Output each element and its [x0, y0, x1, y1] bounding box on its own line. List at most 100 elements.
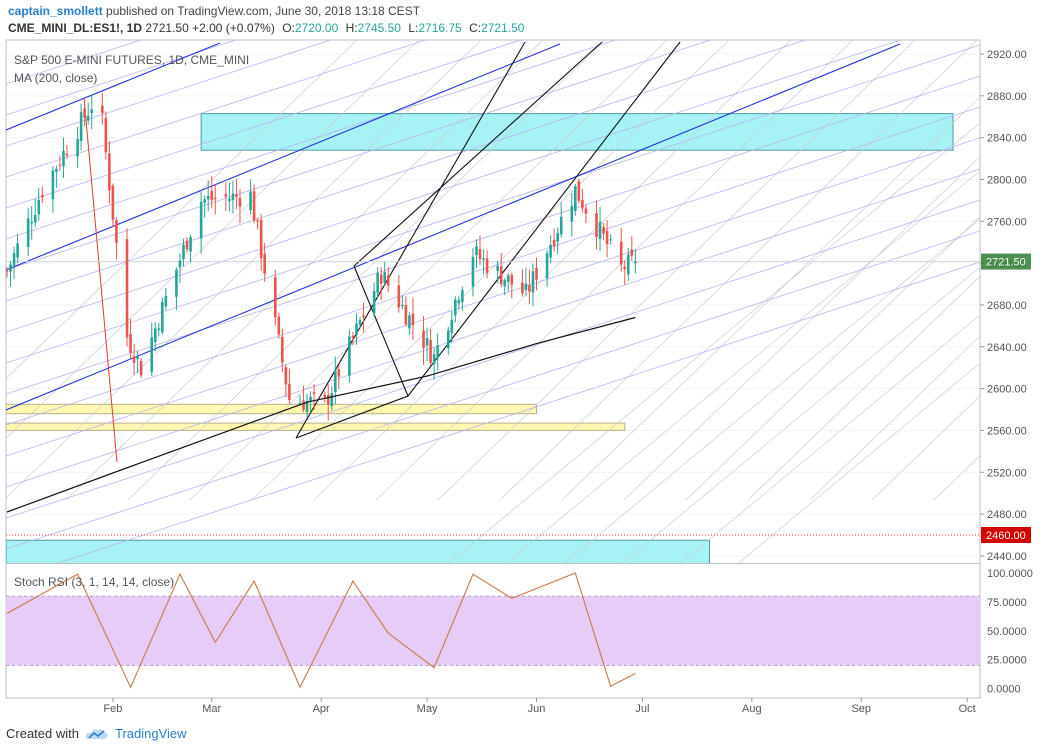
- candle[interactable]: [51, 166, 55, 213]
- candle[interactable]: [175, 267, 178, 311]
- candle[interactable]: [224, 182, 228, 211]
- candle[interactable]: [164, 287, 168, 310]
- candle[interactable]: [199, 191, 203, 254]
- candle[interactable]: [312, 384, 316, 410]
- candle[interactable]: [86, 102, 90, 125]
- candle[interactable]: [386, 266, 390, 293]
- candle[interactable]: [277, 313, 281, 339]
- candle[interactable]: [273, 270, 277, 326]
- candle[interactable]: [602, 222, 605, 241]
- candle[interactable]: [150, 322, 154, 377]
- candle[interactable]: [189, 234, 192, 263]
- candle[interactable]: [559, 202, 563, 238]
- candle[interactable]: [157, 323, 161, 337]
- candle[interactable]: [101, 92, 104, 125]
- candle[interactable]: [136, 350, 139, 374]
- candle[interactable]: [535, 257, 538, 291]
- candle[interactable]: [626, 247, 630, 282]
- candle[interactable]: [104, 111, 108, 160]
- candle[interactable]: [302, 385, 305, 413]
- drop-line[interactable]: [83, 97, 118, 463]
- candle[interactable]: [139, 357, 143, 378]
- candle[interactable]: [83, 99, 86, 127]
- zone-support[interactable]: [6, 403, 537, 415]
- candle[interactable]: [577, 178, 581, 204]
- candle[interactable]: [235, 179, 238, 210]
- candle[interactable]: [90, 94, 94, 130]
- candle[interactable]: [510, 272, 514, 299]
- candle[interactable]: [330, 386, 334, 411]
- candle[interactable]: [62, 137, 65, 178]
- candle[interactable]: [499, 253, 503, 288]
- candle[interactable]: [125, 228, 129, 347]
- candle[interactable]: [337, 365, 341, 390]
- candle[interactable]: [422, 316, 425, 365]
- candle[interactable]: [284, 364, 288, 398]
- candle[interactable]: [605, 220, 609, 258]
- candle[interactable]: [249, 179, 252, 215]
- candle[interactable]: [58, 155, 62, 171]
- candle[interactable]: [281, 329, 284, 372]
- author-link[interactable]: captain_smollett: [8, 4, 103, 18]
- candle[interactable]: [432, 347, 436, 381]
- candle[interactable]: [256, 217, 259, 230]
- ma-line[interactable]: [6, 316, 636, 513]
- candle[interactable]: [595, 200, 598, 250]
- candle[interactable]: [634, 249, 637, 274]
- candle[interactable]: [584, 205, 588, 224]
- candle[interactable]: [471, 248, 475, 297]
- candle[interactable]: [630, 236, 634, 261]
- candle[interactable]: [552, 228, 556, 252]
- symbol-name[interactable]: CME_MINI_DL:ES1!, 1D: [8, 21, 143, 35]
- candle[interactable]: [206, 180, 210, 212]
- candle[interactable]: [503, 278, 507, 296]
- candle[interactable]: [355, 313, 358, 345]
- candle[interactable]: [76, 127, 79, 168]
- candle[interactable]: [376, 267, 379, 299]
- candle[interactable]: [383, 261, 387, 286]
- candle[interactable]: [41, 186, 44, 204]
- candle[interactable]: [549, 235, 552, 264]
- candle[interactable]: [9, 261, 12, 287]
- candle[interactable]: [37, 188, 41, 221]
- candle[interactable]: [436, 333, 439, 371]
- candle[interactable]: [288, 368, 291, 404]
- candle[interactable]: [372, 282, 376, 317]
- candle[interactable]: [129, 319, 132, 359]
- candle[interactable]: [259, 214, 263, 271]
- candle[interactable]: [231, 180, 235, 214]
- candle[interactable]: [570, 192, 574, 237]
- candle[interactable]: [298, 395, 302, 406]
- candle[interactable]: [581, 188, 584, 213]
- candle[interactable]: [545, 249, 549, 287]
- candle[interactable]: [475, 239, 478, 269]
- candle[interactable]: [348, 329, 351, 383]
- candle[interactable]: [408, 312, 411, 335]
- pitchfork-handle[interactable]: [295, 265, 409, 439]
- candle[interactable]: [182, 238, 185, 267]
- last-price-badge[interactable]: [981, 253, 1031, 270]
- candle[interactable]: [619, 227, 623, 272]
- pitchfork-line[interactable]: [353, 41, 603, 267]
- candle[interactable]: [185, 237, 189, 253]
- candle[interactable]: [115, 217, 118, 260]
- tradingview-link[interactable]: TradingView: [114, 726, 187, 741]
- candle[interactable]: [485, 250, 489, 279]
- candle[interactable]: [401, 295, 404, 310]
- candle[interactable]: [263, 242, 266, 282]
- candle[interactable]: [111, 183, 115, 228]
- candle[interactable]: [305, 393, 309, 418]
- candle[interactable]: [461, 286, 464, 311]
- candle[interactable]: [33, 198, 37, 228]
- zone-demand[interactable]: [6, 539, 710, 568]
- candle[interactable]: [457, 296, 461, 311]
- main-pane[interactable]: [0, 0, 1045, 620]
- candle[interactable]: [425, 327, 429, 362]
- candle[interactable]: [623, 260, 627, 285]
- candle[interactable]: [404, 296, 408, 327]
- candle[interactable]: [55, 165, 58, 188]
- candle[interactable]: [79, 103, 83, 151]
- candle[interactable]: [531, 263, 535, 307]
- channel-line[interactable]: [6, 42, 221, 131]
- zone-support[interactable]: [6, 422, 626, 431]
